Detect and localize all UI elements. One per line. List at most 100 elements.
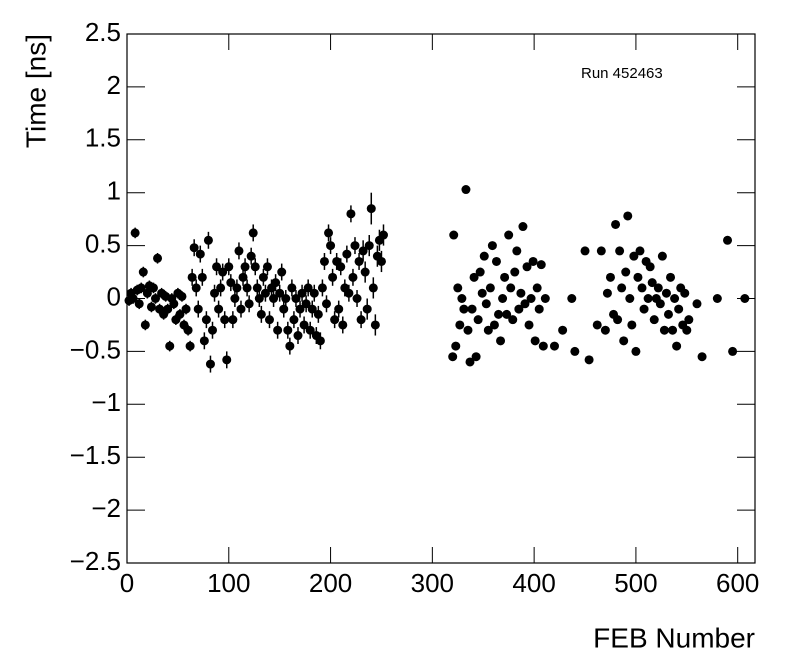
data-point (649, 315, 659, 325)
data-point (283, 325, 293, 335)
data-point (205, 359, 215, 369)
data-point (346, 209, 356, 219)
data-point (538, 341, 548, 351)
data-point (522, 262, 532, 272)
data-point (463, 325, 473, 335)
data-point (136, 283, 146, 293)
data-point (639, 304, 649, 314)
data-point (600, 325, 610, 335)
data-point (496, 336, 506, 346)
data-point (222, 355, 232, 365)
data-point (324, 228, 334, 238)
data-point (264, 315, 274, 325)
data-point (596, 246, 606, 256)
data-point (317, 283, 327, 293)
x-tick-label: 100 (207, 568, 250, 598)
data-point (376, 256, 386, 266)
data-point (256, 309, 266, 319)
data-point (643, 294, 653, 303)
data-point (336, 262, 346, 272)
data-point (130, 228, 140, 238)
data-point (625, 294, 635, 303)
data-point (287, 283, 297, 293)
x-tick-label: 300 (411, 568, 454, 598)
data-point (378, 230, 388, 240)
data-point (224, 262, 234, 272)
data-point (207, 325, 217, 335)
data-point (558, 325, 568, 335)
data-point (500, 272, 510, 282)
data-point (615, 246, 625, 256)
data-point (187, 272, 197, 282)
data-point (682, 325, 692, 335)
data-point (321, 299, 331, 309)
y-tick-label: −1.5 (70, 440, 121, 470)
data-point (457, 294, 467, 303)
data-point (370, 320, 380, 330)
data-point (277, 267, 287, 277)
data-point (629, 251, 639, 261)
data-point (201, 315, 211, 325)
data-point (549, 341, 559, 351)
data-point (148, 283, 158, 293)
data-point (328, 272, 338, 282)
data-point (672, 341, 682, 351)
data-point (674, 304, 684, 314)
data-point (627, 320, 637, 330)
data-point (481, 299, 491, 309)
x-axis-label: FEB Number (593, 622, 755, 653)
data-point (697, 352, 707, 362)
data-point (309, 288, 319, 298)
data-point (295, 304, 305, 314)
y-tick-label: 2 (107, 70, 121, 100)
data-point (657, 251, 667, 261)
data-point (246, 251, 256, 261)
data-point (473, 315, 483, 325)
data-point (453, 283, 463, 293)
data-point (467, 304, 477, 314)
data-point (506, 283, 516, 293)
plot-frame (126, 33, 756, 564)
data-point (234, 246, 244, 256)
data-point (631, 346, 641, 356)
data-point (668, 325, 678, 335)
data-point (128, 294, 138, 303)
data-point (252, 283, 262, 293)
data-point (494, 309, 504, 319)
x-tick-label: 500 (614, 568, 657, 598)
data-point (635, 246, 645, 256)
data-point (281, 294, 291, 303)
data-point (633, 272, 643, 282)
data-point (514, 304, 524, 314)
data-point (536, 260, 546, 270)
data-point (655, 299, 665, 309)
data-point (358, 246, 368, 256)
data-point (518, 222, 528, 232)
data-point (244, 299, 254, 309)
data-point (299, 320, 309, 330)
data-point (165, 341, 175, 351)
data-point (218, 267, 228, 277)
y-tick-label: 2.5 (85, 17, 121, 47)
data-point (212, 262, 222, 272)
data-point (262, 262, 272, 272)
data-point (448, 352, 458, 362)
data-point (449, 230, 459, 240)
x-tick-label: 400 (512, 568, 555, 598)
data-point (195, 249, 205, 259)
data-point (242, 283, 252, 293)
y-tick-label: −1 (91, 387, 121, 417)
data-point (621, 267, 631, 277)
data-point (580, 246, 590, 256)
data-point (653, 283, 663, 293)
x-tick-label: 0 (120, 568, 134, 598)
data-point (348, 272, 358, 282)
data-point (528, 256, 538, 266)
data-point (254, 294, 264, 303)
data-point (479, 251, 489, 261)
data-point (197, 272, 207, 282)
data-point (258, 272, 268, 282)
data-point (275, 288, 285, 298)
data-point (199, 336, 209, 346)
data-point (305, 325, 315, 335)
